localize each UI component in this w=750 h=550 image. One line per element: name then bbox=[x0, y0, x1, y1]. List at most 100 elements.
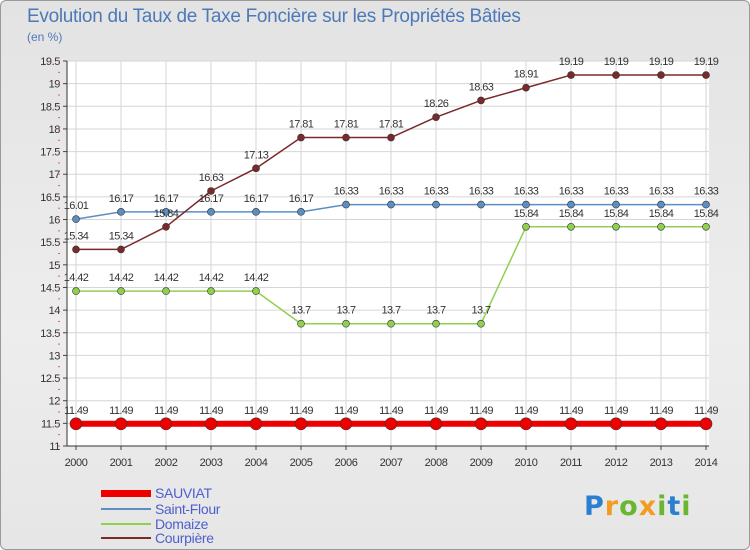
data-label: 11.49 bbox=[109, 405, 133, 417]
data-point bbox=[252, 208, 260, 216]
data-label: 16.33 bbox=[604, 186, 629, 198]
data-point bbox=[567, 200, 575, 209]
y-tick-label: 19 bbox=[49, 79, 61, 91]
y-tick-label: 18.5 bbox=[40, 101, 60, 113]
data-label: 11.49 bbox=[289, 405, 313, 417]
data-point bbox=[432, 319, 440, 328]
data-point bbox=[162, 208, 170, 216]
data-label: 15.84 bbox=[559, 208, 584, 220]
plot-area bbox=[67, 61, 709, 446]
data-point bbox=[702, 71, 710, 79]
data-label: 15.84 bbox=[154, 208, 179, 220]
chart-subtitle: (en %) bbox=[27, 30, 63, 44]
data-point bbox=[612, 200, 620, 209]
data-label: 18.63 bbox=[469, 81, 494, 93]
x-tick-label: 2006 bbox=[335, 457, 358, 469]
data-label: 16.33 bbox=[694, 186, 719, 198]
x-tick-label: 2003 bbox=[200, 457, 223, 469]
data-point bbox=[162, 287, 170, 295]
data-label: 16.33 bbox=[514, 186, 539, 198]
data-label: 11.49 bbox=[199, 405, 223, 417]
data-point bbox=[387, 200, 395, 209]
data-label: 15.84 bbox=[514, 208, 539, 220]
data-point bbox=[387, 133, 395, 142]
data-point bbox=[339, 417, 353, 431]
y-tick-label: 11 bbox=[49, 441, 60, 453]
data-point bbox=[252, 164, 260, 173]
data-label: 19.19 bbox=[694, 56, 719, 68]
x-tick-label: 2004 bbox=[245, 457, 268, 469]
data-point bbox=[72, 287, 80, 295]
logo-letter: P bbox=[584, 491, 605, 522]
data-point bbox=[342, 200, 350, 209]
y-tick-label: 13.5 bbox=[40, 328, 60, 340]
data-point bbox=[72, 245, 80, 254]
data-point bbox=[432, 113, 440, 121]
x-tick-label: 2008 bbox=[425, 457, 448, 469]
data-label: 14.42 bbox=[154, 272, 179, 284]
y-tick-label: 12 bbox=[49, 396, 61, 408]
series-saint-flour bbox=[72, 200, 710, 223]
legend-label: SAUVIAT bbox=[155, 485, 212, 501]
data-label: 16.33 bbox=[649, 186, 674, 198]
legend-label: Domaize bbox=[155, 516, 209, 532]
data-point bbox=[612, 71, 620, 79]
data-point bbox=[612, 222, 620, 231]
x-tick-label: 2002 bbox=[155, 457, 178, 469]
data-point bbox=[204, 417, 218, 431]
data-point bbox=[207, 208, 215, 216]
data-label: 13.7 bbox=[291, 305, 310, 317]
y-tick-label: 12.5 bbox=[40, 373, 60, 385]
x-tick-label: 2013 bbox=[650, 457, 673, 469]
data-label: 16.33 bbox=[334, 186, 359, 198]
data-label: 17.81 bbox=[379, 119, 404, 131]
data-label: 19.19 bbox=[604, 56, 629, 68]
data-point bbox=[384, 417, 398, 431]
logo-letter: r bbox=[604, 491, 620, 522]
data-label: 17.81 bbox=[289, 119, 314, 131]
logo-letter: t bbox=[667, 491, 682, 522]
data-point bbox=[432, 200, 440, 209]
data-point bbox=[249, 417, 263, 431]
data-label: 15.84 bbox=[694, 208, 719, 220]
data-point bbox=[114, 417, 128, 431]
data-point bbox=[567, 71, 575, 79]
data-label: 16.33 bbox=[559, 186, 584, 198]
y-tick-label: 18 bbox=[49, 124, 61, 136]
data-label: 16.17 bbox=[109, 193, 134, 205]
data-label: 14.42 bbox=[109, 272, 134, 284]
legend-item-saint-flour: Saint-Flour bbox=[101, 501, 220, 517]
data-label: 13.7 bbox=[471, 305, 490, 317]
data-point bbox=[474, 417, 488, 431]
data-point bbox=[342, 319, 350, 328]
legend-item-domaize: Domaize bbox=[101, 516, 209, 532]
data-label: 14.42 bbox=[244, 272, 269, 284]
data-point bbox=[297, 208, 305, 216]
data-label: 11.49 bbox=[694, 405, 718, 417]
data-point bbox=[477, 200, 485, 209]
x-tick-label: 2000 bbox=[65, 457, 88, 469]
data-label: 18.26 bbox=[424, 98, 449, 110]
data-label: 18.91 bbox=[514, 69, 539, 81]
y-tick-label: 15 bbox=[49, 260, 61, 272]
logo-letter: i bbox=[681, 491, 692, 522]
data-point bbox=[159, 417, 173, 431]
data-point bbox=[522, 200, 530, 209]
data-point bbox=[69, 417, 83, 431]
data-point bbox=[609, 417, 623, 431]
data-label: 13.7 bbox=[426, 305, 445, 317]
data-point bbox=[657, 200, 665, 209]
y-tick-label: 16 bbox=[49, 215, 61, 227]
y-tick-label: 13 bbox=[49, 350, 61, 362]
x-tick-label: 2001 bbox=[110, 457, 133, 469]
data-label: 16.33 bbox=[424, 186, 449, 198]
data-label: 11.49 bbox=[604, 405, 628, 417]
data-label: 13.7 bbox=[381, 305, 400, 317]
data-label: 16.17 bbox=[244, 193, 269, 205]
data-label: 16.17 bbox=[199, 193, 224, 205]
y-tick-label: 14.5 bbox=[40, 282, 60, 294]
y-tick-label: 15.5 bbox=[40, 237, 60, 249]
data-point bbox=[522, 222, 530, 231]
legend-swatch bbox=[101, 523, 151, 525]
